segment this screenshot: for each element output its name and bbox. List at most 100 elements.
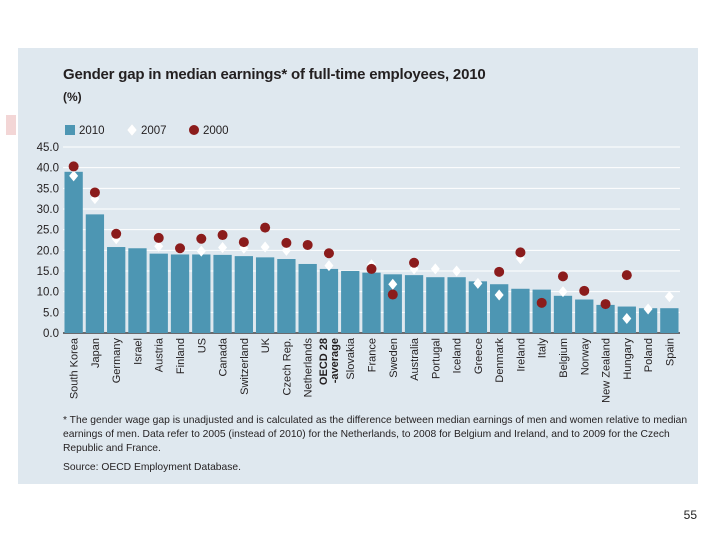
point-2007 [388,278,398,290]
x-tick-label: US [196,338,208,353]
bar-2010 [170,254,190,333]
bar-2010 [553,295,573,333]
x-tick-label: Germany [111,338,123,384]
point-2007 [69,170,79,182]
chart-svg: 0.0 5.0 10.0 15.0 20.0 25.0 30.0 35.0 40.0 45.0 20… [37,123,680,403]
point-2007 [324,260,334,272]
legend-label: 2007 [141,125,167,137]
bar-2010 [319,268,339,333]
bar-2010 [341,271,360,333]
bar-2010 [447,277,466,333]
y-tick-label: 40.0 [37,163,59,175]
bar-2010 [596,304,615,333]
bar-2010 [64,171,83,333]
x-tick-label: Israel [132,338,144,365]
chart-subtitle: (%) [63,90,82,104]
x-tick-label: Denmark [494,338,506,383]
x-tick-label: Hungary [622,338,634,380]
bar-2010 [85,214,105,333]
point-2000 [153,232,164,243]
y-tick-label: 10.0 [37,287,59,299]
bar-2010 [532,289,551,333]
point-2000 [494,266,505,277]
y-tick-label: 20.0 [37,245,59,257]
y-tick-label: 0.0 [43,328,59,340]
point-2000 [409,257,420,268]
bar-2010 [192,254,211,333]
legend-label: 2000 [203,125,229,137]
chart-title: Gender gap in median earnings* of full-t… [63,66,486,83]
bar-2010 [128,248,147,333]
page-number: 55 [683,508,697,522]
bar-2010 [660,308,679,333]
point-2000 [557,271,568,282]
point-2007 [664,291,674,303]
x-tick-label: Slovakia [345,337,357,379]
y-tick-label: 30.0 [37,204,59,216]
point-2000 [196,233,207,244]
point-2000 [89,187,100,198]
legend-label: 2010 [79,125,105,137]
bar-2010 [575,299,594,333]
chart-source: Source: OECD Employment Database. [63,462,241,473]
bar-2010 [234,256,253,333]
bar-2010 [277,259,296,333]
bar-2010 [426,277,445,333]
x-tick-label: Switzerland [239,338,251,395]
x-tick-label: Japan [90,338,102,368]
point-2000 [281,237,292,248]
point-2000 [536,297,547,308]
x-tick-label: Austria [154,337,166,372]
point-2000 [621,270,632,281]
point-2007 [558,286,568,298]
bar-2010 [490,284,509,333]
x-tick-label: Portugal [430,338,442,379]
point-2007 [281,244,291,256]
x-tick-label: Finland [175,338,187,374]
point-2000 [302,239,313,250]
x-tick-label: Sweden [388,338,400,378]
point-2000 [515,247,526,258]
x-tick-label: Italy [537,338,549,359]
y-tick-label: 5.0 [43,307,59,319]
bar-2010 [255,257,275,333]
x-tick-label: Spain [664,338,676,366]
x-tick-label: France [367,338,379,372]
bar-2010 [468,281,488,333]
point-2000 [68,161,79,172]
bar-2010 [404,275,424,333]
point-2007 [218,241,228,253]
point-2000 [600,299,611,310]
y-tick-label: 35.0 [37,183,59,195]
bar-2010 [362,272,381,333]
point-2007 [643,303,653,315]
x-tick-label: New Zealand [601,338,613,403]
x-tick-label: Czech Rep. [281,338,293,395]
point-2000 [238,237,249,248]
x-tick-label: Norway [579,338,591,376]
point-2007 [260,241,270,253]
point-2007 [430,263,440,275]
bar-2010 [638,308,658,333]
y-tick-label: 45.0 [37,142,59,154]
point-2007 [494,289,504,301]
point-2007 [196,245,206,257]
y-tick-label: 25.0 [37,225,59,237]
chart-panel: Gender gap in median earnings* of full-t… [18,48,698,484]
x-tick-label: Belgium [558,338,570,378]
legend-swatch-2010 [65,125,75,135]
bar-2010 [149,253,168,333]
point-2000 [175,243,186,254]
x-tick-label: South Korea [69,337,81,399]
point-2000 [260,222,271,233]
point-2007 [473,277,483,289]
bar-2010 [213,254,232,333]
x-tick-label: Iceland [452,338,464,373]
legend-swatch-2007 [126,123,138,137]
point-2007 [452,265,462,277]
decorative-strip [6,115,16,135]
y-tick-label: 15.0 [37,266,59,278]
point-2000 [387,289,398,300]
x-tick-label: Australia [409,337,421,381]
point-2000 [366,263,377,274]
